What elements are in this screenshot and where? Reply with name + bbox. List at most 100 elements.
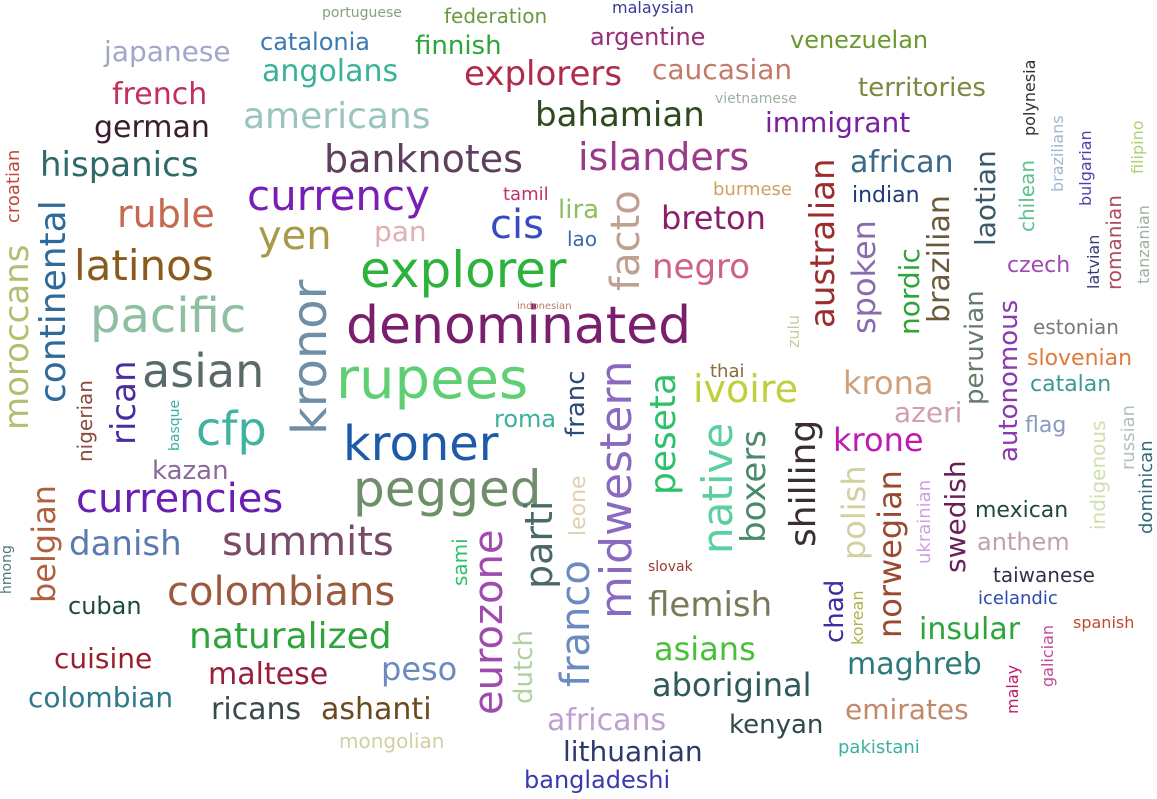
cloud-word-zulu: zulu bbox=[784, 314, 803, 348]
cloud-word-rican: rican bbox=[104, 360, 144, 445]
cloud-word-explorers: explorers bbox=[464, 54, 623, 94]
cloud-word-polish: polish bbox=[835, 465, 873, 560]
cloud-word-pegged: pegged bbox=[353, 460, 542, 518]
cloud-word-yen: yen bbox=[258, 213, 332, 259]
cloud-word-shilling: shilling bbox=[783, 419, 824, 547]
cloud-word-maghreb: maghreb bbox=[847, 647, 982, 682]
cloud-word-lao: lao bbox=[567, 227, 598, 251]
cloud-word-hispanics: hispanics bbox=[40, 145, 199, 185]
cloud-word-cfp: cfp bbox=[196, 402, 267, 456]
cloud-word-midwestern: midwestern bbox=[591, 360, 642, 619]
cloud-word-kenyan: kenyan bbox=[729, 710, 824, 740]
cloud-word-malaysian: malaysian bbox=[612, 0, 694, 17]
cloud-word-romanian: romanian bbox=[1102, 195, 1126, 290]
cloud-word-leone: leone bbox=[566, 475, 591, 536]
cloud-word-territories: territories bbox=[858, 73, 986, 103]
cloud-word-tamil: tamil bbox=[503, 184, 549, 205]
cloud-word-dominican: dominican bbox=[1136, 440, 1157, 534]
cloud-word-ukrainian: ukrainian bbox=[914, 479, 935, 564]
cloud-word-kroner: kroner bbox=[343, 416, 499, 472]
cloud-word-caucasian: caucasian bbox=[652, 53, 793, 86]
cloud-word-cuisine: cuisine bbox=[54, 642, 153, 675]
cloud-word-burmese: burmese bbox=[713, 179, 792, 200]
cloud-word-angolans: angolans bbox=[262, 54, 399, 89]
cloud-word-colombian: colombian bbox=[28, 681, 174, 714]
cloud-word-thai: thai bbox=[710, 361, 745, 382]
cloud-word-kazan: kazan bbox=[152, 456, 229, 486]
cloud-word-belgian: belgian bbox=[25, 485, 63, 603]
cloud-word-aboriginal: aboriginal bbox=[652, 666, 812, 704]
cloud-word-german: german bbox=[94, 110, 210, 145]
cloud-word-bulgarian: bulgarian bbox=[1076, 130, 1095, 206]
cloud-word-negro: negro bbox=[652, 247, 751, 287]
cloud-word-bahamian: bahamian bbox=[535, 95, 705, 135]
cloud-word-facto: facto bbox=[603, 190, 649, 291]
cloud-word-catalan: catalan bbox=[1030, 372, 1112, 397]
cloud-word-bangladeshi: bangladeshi bbox=[524, 766, 671, 794]
cloud-word-immigrant: immigrant bbox=[765, 106, 911, 139]
cloud-word-naturalized: naturalized bbox=[189, 616, 392, 657]
cloud-word-kronor: kronor bbox=[282, 279, 338, 435]
cloud-word-colombians: colombians bbox=[167, 569, 396, 615]
cloud-word-denominated: denominated bbox=[346, 296, 692, 356]
cloud-word-peseta: peseta bbox=[643, 372, 684, 495]
cloud-word-peruvian: peruvian bbox=[960, 290, 990, 405]
cloud-word-vietnamese: vietnamese bbox=[715, 91, 797, 107]
cloud-word-ivoire: ivoire bbox=[693, 367, 799, 411]
cloud-word-latvian: latvian bbox=[1084, 234, 1103, 289]
cloud-word-malay: malay bbox=[1003, 664, 1022, 714]
cloud-word-banknotes: banknotes bbox=[324, 137, 523, 181]
cloud-word-swedish: swedish bbox=[939, 460, 972, 573]
cloud-word-icelandic: icelandic bbox=[978, 588, 1058, 609]
cloud-word-moroccans: moroccans bbox=[0, 244, 37, 430]
cloud-word-slovak: slovak bbox=[648, 559, 693, 575]
cloud-word-africans: africans bbox=[547, 703, 667, 738]
cloud-word-anthem: anthem bbox=[977, 528, 1070, 556]
cloud-word-ruble: ruble bbox=[117, 192, 215, 236]
cloud-word-chilean: chilean bbox=[1015, 159, 1039, 232]
cloud-word-continental: continental bbox=[33, 200, 74, 403]
cloud-word-ashanti: ashanti bbox=[321, 692, 432, 727]
cloud-word-asians: asians bbox=[654, 630, 756, 668]
cloud-word-indian: indian bbox=[852, 183, 920, 208]
cloud-word-insular: insular bbox=[919, 612, 1021, 647]
cloud-word-nordic: nordic bbox=[893, 248, 926, 335]
cloud-word-mongolian: mongolian bbox=[339, 729, 445, 753]
cloud-word-hmong: hmong bbox=[0, 545, 15, 594]
cloud-word-norwegian: norwegian bbox=[871, 470, 909, 638]
cloud-word-cis: cis bbox=[490, 202, 544, 248]
cloud-word-taiwanese: taiwanese bbox=[993, 563, 1095, 587]
cloud-word-dutch: dutch bbox=[509, 630, 539, 704]
cloud-word-currencies: currencies bbox=[76, 476, 284, 522]
cloud-word-indonesian: indonesian bbox=[517, 301, 572, 312]
cloud-word-spanish: spanish bbox=[1073, 613, 1135, 632]
cloud-word-breton: breton bbox=[661, 199, 766, 237]
cloud-word-venezuelan: venezuelan bbox=[790, 26, 929, 54]
cloud-word-indigenous: indigenous bbox=[1086, 420, 1110, 531]
cloud-word-estonian: estonian bbox=[1033, 315, 1119, 339]
cloud-word-mexican: mexican bbox=[975, 498, 1069, 523]
cloud-word-basque: basque bbox=[167, 399, 183, 451]
cloud-word-peso: peso bbox=[381, 650, 458, 688]
cloud-word-danish: danish bbox=[69, 524, 182, 564]
cloud-word-explorer: explorer bbox=[360, 241, 567, 299]
cloud-word-islanders: islanders bbox=[578, 135, 750, 179]
cloud-word-french: french bbox=[112, 77, 208, 112]
cloud-word-azeri: azeri bbox=[894, 396, 963, 429]
cloud-word-maltese: maltese bbox=[208, 657, 329, 692]
cloud-word-krone: krone bbox=[833, 421, 924, 459]
cloud-word-filipino: filipino bbox=[1128, 120, 1147, 175]
cloud-word-nigerian: nigerian bbox=[73, 380, 97, 462]
cloud-word-boxers: boxers bbox=[734, 429, 774, 543]
cloud-word-portuguese: portuguese bbox=[322, 5, 402, 21]
cloud-word-laotian: laotian bbox=[969, 150, 1002, 246]
cloud-word-flag: flag bbox=[1025, 413, 1067, 438]
cloud-word-federation: federation bbox=[444, 4, 548, 28]
cloud-word-summits: summits bbox=[222, 519, 394, 565]
cloud-word-polynesia: polynesia bbox=[1020, 59, 1039, 136]
cloud-word-spoken: spoken bbox=[845, 220, 883, 334]
cloud-word-latinos: latinos bbox=[74, 241, 214, 290]
cloud-word-czech: czech bbox=[1007, 253, 1071, 278]
cloud-word-lira: lira bbox=[558, 195, 600, 225]
